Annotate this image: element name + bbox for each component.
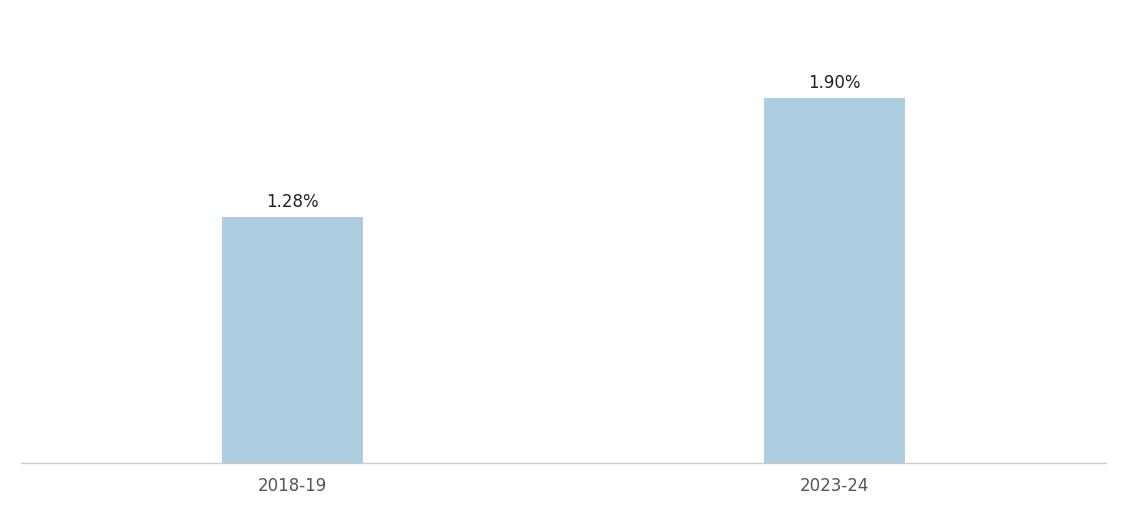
Bar bbox=[222, 217, 363, 463]
Text: 1.90%: 1.90% bbox=[808, 74, 861, 92]
Text: 1.28%: 1.28% bbox=[266, 194, 319, 211]
Bar bbox=[764, 98, 905, 463]
